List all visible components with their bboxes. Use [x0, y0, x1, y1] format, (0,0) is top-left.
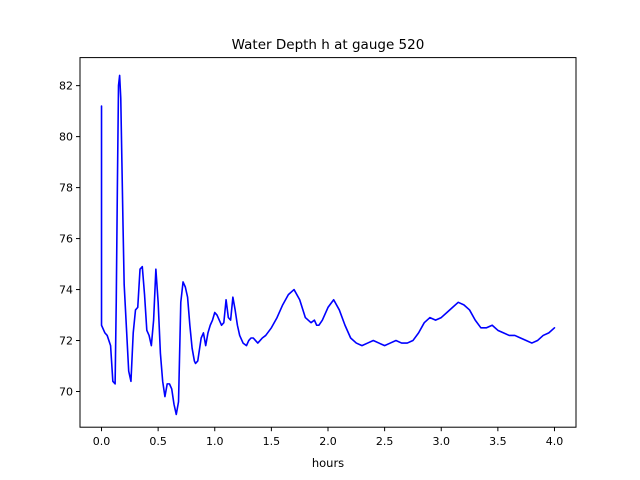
- y-tick-label: 82: [59, 80, 73, 93]
- plot-frame: [79, 57, 577, 428]
- plot-area: [79, 57, 577, 428]
- x-tick-label: 3.0: [432, 435, 450, 448]
- y-tick-label: 76: [59, 233, 73, 246]
- y-axis-ticks: 70 72 74 76 78 80 82: [59, 80, 80, 399]
- y-tick-label: 80: [59, 131, 73, 144]
- x-axis-ticks: 0.0 0.5 1.0 1.5 2.0 2.5 3.0 3.5 4.0: [93, 427, 563, 448]
- x-tick-label: 0.0: [93, 435, 111, 448]
- y-tick-label: 74: [59, 284, 73, 297]
- x-tick-label: 3.5: [489, 435, 507, 448]
- y-tick-label: 70: [59, 386, 73, 399]
- x-tick-label: 1.5: [263, 435, 281, 448]
- x-tick-label: 1.0: [206, 435, 224, 448]
- chart-title: Water Depth h at gauge 520: [232, 37, 425, 53]
- x-tick-label: 4.0: [546, 435, 564, 448]
- series-line-0: [100, 74, 556, 416]
- y-tick-label: 78: [59, 182, 73, 195]
- series-layer: [100, 74, 556, 416]
- x-tick-label: 0.5: [149, 435, 167, 448]
- x-tick-label: 2.5: [376, 435, 394, 448]
- y-tick-label: 72: [59, 335, 73, 348]
- x-axis-label: hours: [312, 456, 344, 470]
- x-tick-label: 2.0: [319, 435, 337, 448]
